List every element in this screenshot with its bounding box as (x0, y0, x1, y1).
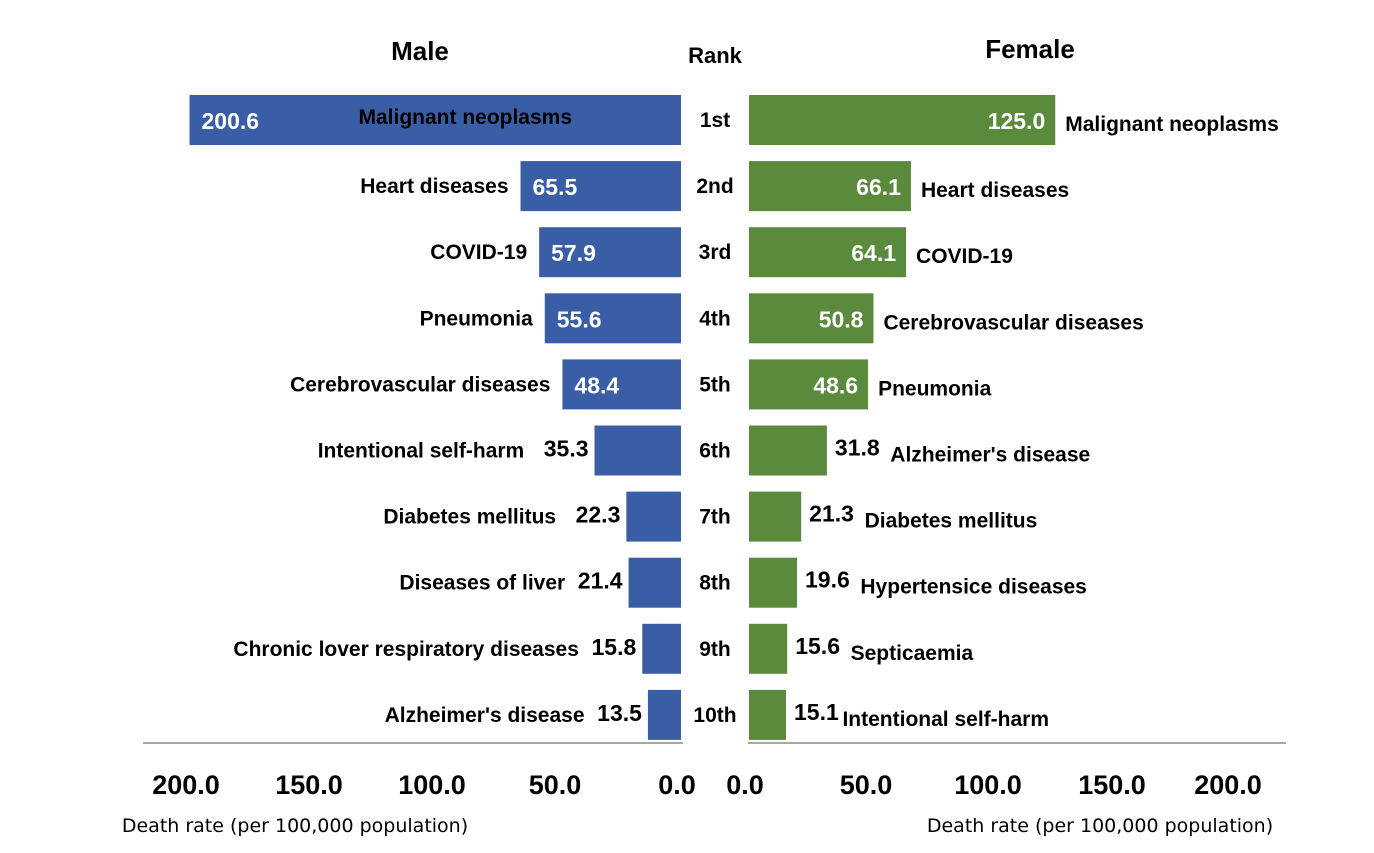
female-value-label: 21.3 (809, 501, 854, 527)
male-tick-label: 0.0 (658, 770, 696, 800)
male-bar (628, 557, 681, 608)
rank-label: 7th (699, 506, 731, 529)
female-category-label: Intentional self-harm (842, 708, 1049, 731)
male-title: Male (391, 36, 449, 66)
female-tick-label: 150.0 (1078, 770, 1146, 800)
male-bar (626, 491, 681, 542)
female-bar (749, 359, 869, 410)
male-category-label: COVID-19 (430, 241, 527, 264)
male-bar (189, 95, 681, 145)
male-value-label: 21.4 (578, 568, 623, 594)
female-tick-label: 50.0 (840, 770, 893, 800)
male-category-label: Heart diseases (360, 175, 508, 198)
male-bar (647, 689, 681, 740)
rank-label: 6th (699, 440, 731, 463)
male-value-label: 22.3 (576, 502, 621, 528)
male-value-label: 48.4 (574, 372, 619, 398)
female-category-label: Septicaemia (851, 642, 974, 665)
male-category-label: Diabetes mellitus (383, 506, 556, 529)
female-tick-label: 0.0 (726, 770, 764, 800)
male-bar (594, 425, 681, 476)
rank-label: 2nd (696, 175, 733, 198)
male-axis-title: Death rate (per 100,000 population) (122, 815, 468, 837)
male-category-label: Alzheimer's disease (385, 704, 585, 727)
bars-layer: 1st 2nd 3rd 4th 5th 6th 7th 8th 9th 10th 200.6 Mali… (189, 95, 1279, 740)
female-bar (749, 293, 874, 344)
male-value-label: 57.9 (551, 240, 596, 266)
female-category-label: Malignant neoplasms (1065, 113, 1279, 136)
male-bar (539, 227, 681, 278)
female-bar (749, 491, 802, 542)
female-title: Female (985, 34, 1075, 64)
male-tick-label: 50.0 (529, 770, 582, 800)
female-value-label: 48.6 (813, 372, 858, 398)
female-bar (749, 425, 827, 476)
male-category-label: Chronic lover respiratory diseases (233, 638, 579, 661)
female-value-label: 15.1 (794, 699, 839, 725)
female-tick-label: 100.0 (954, 770, 1022, 800)
rank-label: 5th (699, 373, 731, 396)
male-category-label: Pneumonia (420, 307, 534, 330)
female-bar (749, 161, 911, 212)
female-value-label: 50.8 (819, 306, 864, 332)
rank-label: 9th (699, 638, 731, 661)
female-value-label: 15.6 (795, 633, 840, 659)
male-tick-label: 100.0 (398, 770, 466, 800)
female-bar (749, 227, 907, 278)
male-value-label: 200.6 (202, 108, 260, 134)
rank-header: Rank (688, 43, 743, 68)
male-category-label: Diseases of liver (399, 572, 565, 595)
female-bar (749, 557, 798, 608)
rank-label: 3rd (699, 241, 732, 264)
rank-label: 4th (699, 307, 731, 330)
male-value-label: 15.8 (592, 634, 637, 660)
female-axis-title: Death rate (per 100,000 population) (927, 815, 1273, 837)
rank-label: 8th (699, 572, 731, 595)
male-bar (520, 161, 681, 212)
female-category-label: Pneumonia (878, 377, 992, 400)
tick-layer: 200.0 150.0 100.0 50.0 0.0 0.0 50.0 100.0 150.0 2… (152, 770, 1262, 800)
male-value-label: 55.6 (557, 306, 602, 332)
female-category-label: Cerebrovascular diseases (883, 311, 1143, 334)
female-category-label: Diabetes mellitus (865, 510, 1038, 533)
male-category-label: Malignant neoplasms (358, 106, 572, 129)
female-category-label: COVID-19 (916, 245, 1013, 268)
male-category-label: Cerebrovascular diseases (290, 373, 550, 396)
male-value-label: 13.5 (597, 700, 642, 726)
female-bar (749, 95, 1056, 145)
male-category-label: Intentional self-harm (318, 440, 525, 463)
female-value-label: 66.1 (856, 174, 901, 200)
female-bar (749, 623, 788, 674)
rank-label: 1st (700, 109, 730, 132)
female-value-label: 64.1 (851, 240, 896, 266)
female-value-label: 31.8 (835, 435, 880, 461)
female-value-label: 19.6 (805, 567, 850, 593)
female-category-label: Hypertensice diseases (860, 576, 1086, 599)
male-tick-label: 200.0 (152, 770, 220, 800)
male-value-label: 35.3 (544, 436, 589, 462)
male-bar (562, 359, 681, 410)
female-tick-label: 200.0 (1194, 770, 1262, 800)
male-bar (642, 623, 681, 674)
male-bar (544, 293, 681, 344)
female-category-label: Alzheimer's disease (890, 444, 1090, 467)
male-tick-label: 150.0 (275, 770, 343, 800)
female-category-label: Heart diseases (921, 179, 1069, 202)
female-value-label: 125.0 (988, 108, 1046, 134)
female-bar (749, 689, 786, 740)
male-value-label: 65.5 (533, 174, 578, 200)
rank-label: 10th (693, 704, 736, 727)
